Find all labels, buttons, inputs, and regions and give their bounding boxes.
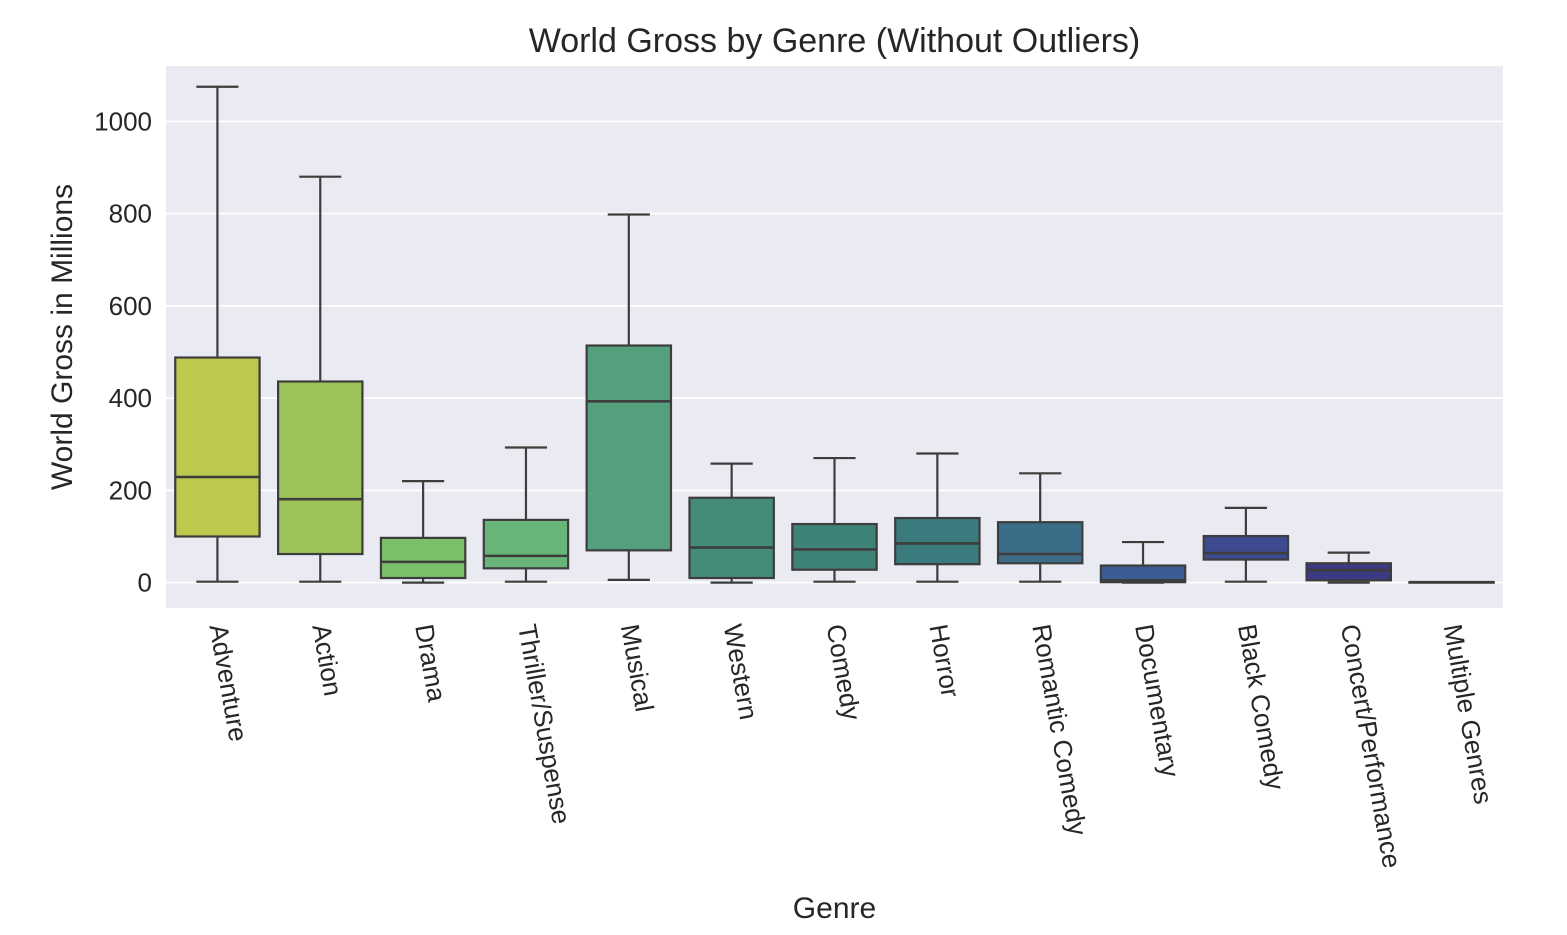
boxes <box>174 85 1495 584</box>
x-tick-label: Romantic Comedy <box>1026 622 1093 838</box>
box-horror <box>894 452 981 583</box>
y-tick-label: 400 <box>109 383 152 413</box>
iqr-box <box>277 380 364 556</box>
iqr-box <box>688 496 775 580</box>
box-drama <box>379 480 467 584</box>
x-tick-label: Adventure <box>204 622 254 744</box>
box-thriller-suspense <box>482 446 570 583</box>
iqr-box <box>1099 564 1187 584</box>
x-tick-label: Comedy <box>821 622 867 723</box>
y-tick-label: 600 <box>109 291 152 321</box>
x-tick-labels: Adventure Action Drama Thriller/Suspense Mus… <box>204 622 1499 871</box>
chart-title: World Gross by Genre (Without Outliers) <box>529 22 1141 60</box>
box-comedy <box>791 456 878 583</box>
x-tick-label: Drama <box>409 622 452 705</box>
x-tick-label: Musical <box>615 622 660 714</box>
box-adventure <box>174 85 261 583</box>
x-tick-label: Concert/Performance <box>1335 622 1407 871</box>
iqr-box <box>585 344 673 552</box>
y-tick-label: 0 <box>138 568 152 598</box>
iqr-box <box>482 518 570 570</box>
iqr-box <box>379 536 467 580</box>
x-tick-label: Western <box>718 622 764 722</box>
box-multiple-genres <box>1408 580 1495 584</box>
iqr-box <box>1202 534 1290 561</box>
x-tick-label: Multiple Genres <box>1438 622 1499 807</box>
x-tick-label: Documentary <box>1129 622 1185 779</box>
y-tick-label: 800 <box>109 199 152 229</box>
box-concert-performance <box>1305 551 1392 584</box>
iqr-box <box>791 522 878 571</box>
iqr-box <box>996 521 1084 565</box>
iqr-box <box>894 516 981 566</box>
box-western <box>688 462 775 584</box>
iqr-box <box>1305 562 1392 582</box>
box-black-comedy <box>1202 506 1290 583</box>
y-axis-title: World Gross in Millions <box>46 184 79 490</box>
y-tick-label: 200 <box>109 475 152 505</box>
x-axis-title: Genre <box>793 892 876 925</box>
x-tick-label: Thriller/Suspense <box>512 622 577 826</box>
x-tick-label: Action <box>306 622 348 698</box>
box-documentary <box>1099 540 1187 584</box>
iqr-box <box>174 356 261 538</box>
x-tick-label: Black Comedy <box>1232 622 1291 792</box>
x-tick-label: Horror <box>923 622 965 700</box>
y-tick-labels: 0 200 400 600 800 1000 <box>94 106 152 597</box>
box-action <box>277 175 364 583</box>
y-tick-label: 1000 <box>94 106 152 136</box>
box-musical <box>585 213 673 581</box>
box-romantic-comedy <box>996 472 1084 583</box>
